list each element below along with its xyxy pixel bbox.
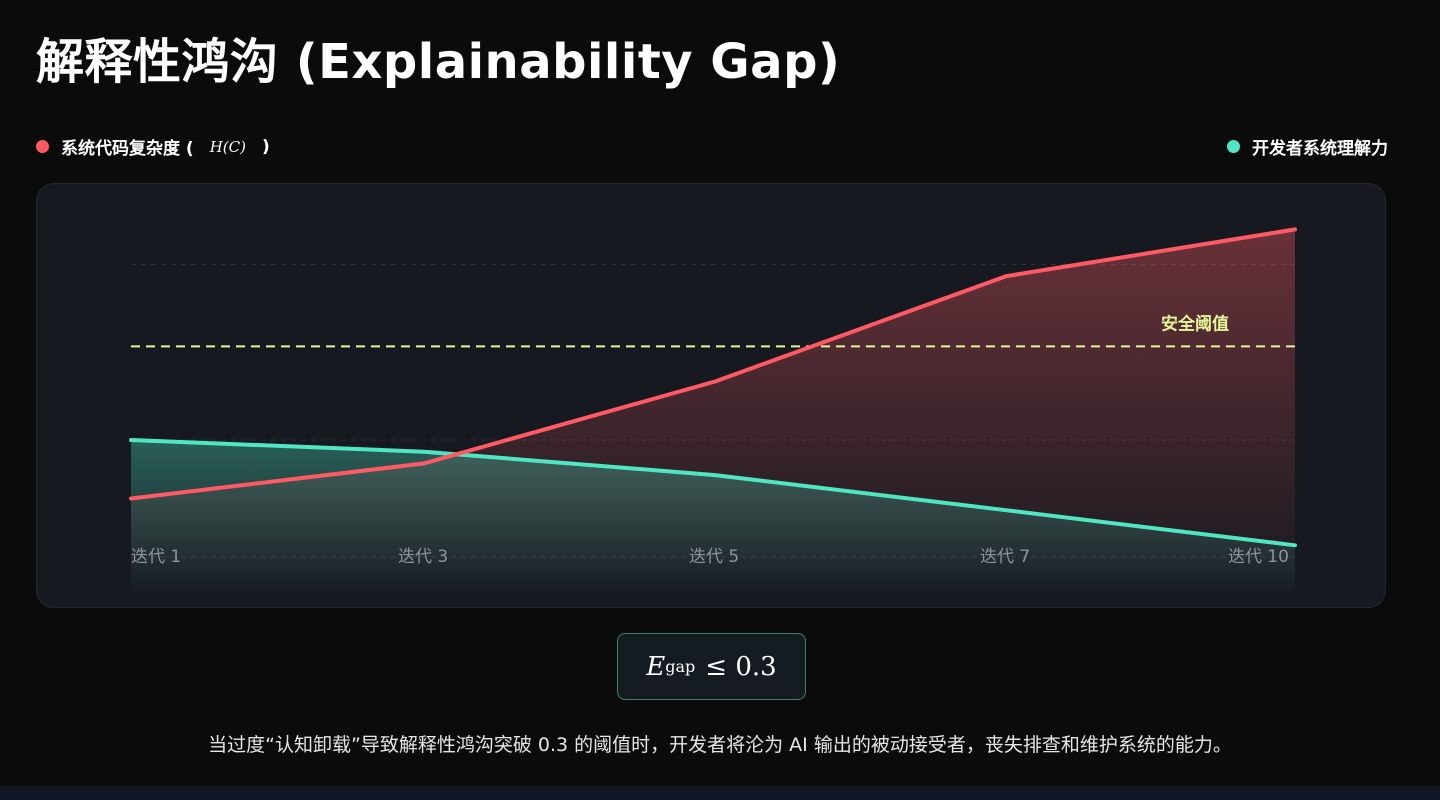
complexity-point [1004,274,1008,278]
understanding-area [131,440,1295,597]
legend-understanding: 开发者系统理解力 [1227,134,1388,159]
caption: 当过度“认知卸载”导致解释性鸿沟突破 0.3 的阈值时，开发者将沦为 AI 输出… [208,734,1232,756]
threshold-label: 安全阈值 [1161,313,1229,334]
understanding-legend-dot [1227,140,1240,153]
x-tick-label: 迭代 5 [689,547,739,567]
bottom-bar [0,786,1440,800]
legend-complexity-label-post: ) [261,136,270,157]
x-tick-label: 迭代 1 [131,547,181,567]
legend-complexity-label-pre: 系统代码复杂度 ( [61,139,194,159]
complexity-point [422,461,426,465]
understanding-point [1004,508,1008,512]
understanding-point [1293,543,1297,547]
understanding-point [422,450,426,454]
formula-relation: ≤ 0.3 [705,651,777,682]
legend-complexity-math: H(C) [209,137,246,156]
complexity-legend-dot [36,140,49,153]
x-tick-label: 迭代 3 [398,547,448,567]
x-tick-label: 迭代 7 [980,547,1030,567]
complexity-point [713,380,717,383]
chart-panel: 迭代 1 迭代 3 迭代 5 迭代 7 迭代 10 安全阈值 [36,183,1386,608]
complexity-point [1293,227,1297,231]
formula-symbol: E [646,651,666,682]
formula-subscript: gap [665,657,696,676]
legend-complexity: 系统代码复杂度 ( H(C) ) [36,134,270,159]
x-tick-label: 迭代 10 [1228,547,1289,567]
complexity-point [129,497,133,500]
legend-understanding-label: 开发者系统理解力 [1252,139,1388,159]
explainability-gap-chart: 迭代 1 迭代 3 迭代 5 迭代 7 迭代 10 安全阈值 [129,227,1297,597]
understanding-point [713,473,717,477]
page-title: 解释性鸿沟 (Explainability Gap) [36,34,841,90]
understanding-point [129,438,133,442]
